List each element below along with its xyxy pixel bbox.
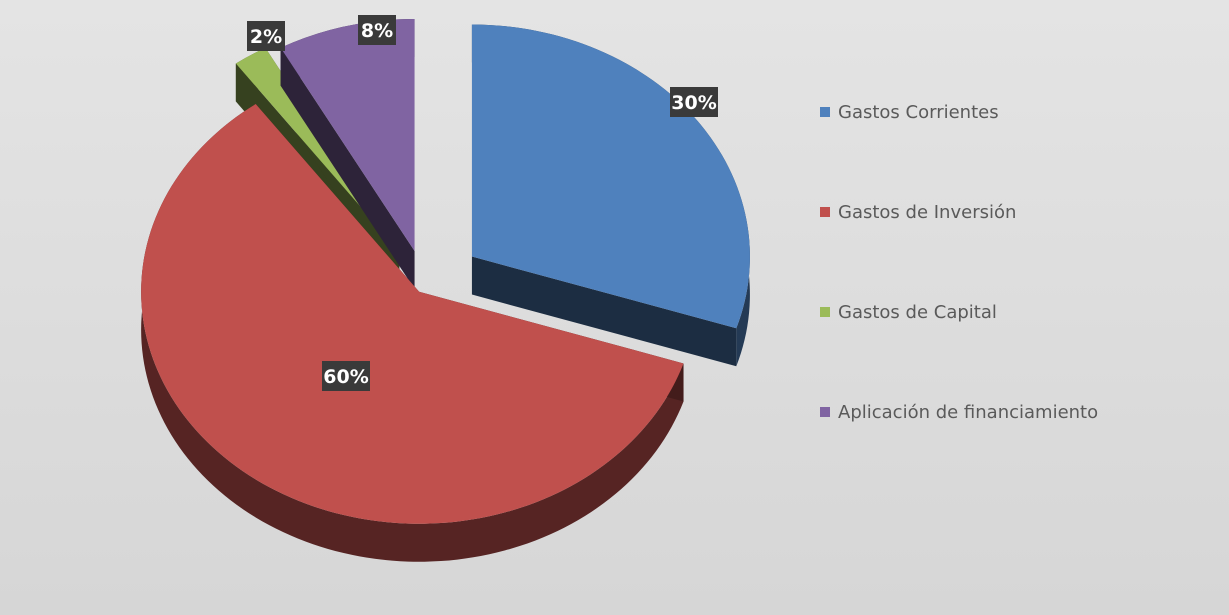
legend-swatch (820, 207, 830, 217)
pie-slice-wall (471, 256, 737, 367)
data-label-text: 8% (361, 20, 393, 42)
legend-label: Gastos Corrientes (838, 101, 999, 123)
legend-label: Aplicación de financiamiento (838, 401, 1099, 423)
data-label: 2% (247, 21, 285, 51)
data-label-bg (247, 21, 285, 51)
pie-slice-top (141, 104, 684, 524)
legend-label: Gastos de Inversión (838, 201, 1017, 223)
pie-slice-top (280, 19, 415, 252)
data-label-text: 30% (671, 92, 716, 114)
data-label: 60% (322, 361, 370, 391)
data-label-bg (322, 361, 370, 391)
data-label-text: 60% (323, 366, 368, 388)
pie-slice-wall (280, 47, 415, 290)
legend-item-gastos-corrientes: Gastos Corrientes (820, 95, 1200, 129)
data-label-bg (358, 15, 396, 45)
data-label-bg (670, 87, 718, 117)
data-label-text: 2% (250, 26, 282, 48)
pie-slice-gastos-corrientes (471, 24, 750, 367)
data-label: 30% (670, 87, 718, 117)
legend-item-aplicacion-de-financiamiento: Aplicación de financiamiento (820, 395, 1200, 429)
data-label: 8% (358, 15, 396, 45)
legend: Gastos Corrientes Gastos de Inversión Ga… (820, 95, 1200, 495)
legend-item-gastos-de-inversion: Gastos de Inversión (820, 195, 1200, 229)
legend-swatch (820, 407, 830, 417)
legend-label: Gastos de Capital (838, 301, 997, 323)
pie-slice-top (471, 24, 750, 329)
pie-slice-gastos-de-inversi-n (141, 104, 684, 562)
legend-swatch (820, 307, 830, 317)
legend-swatch (820, 107, 830, 117)
legend-item-gastos-de-capital: Gastos de Capital (820, 295, 1200, 329)
